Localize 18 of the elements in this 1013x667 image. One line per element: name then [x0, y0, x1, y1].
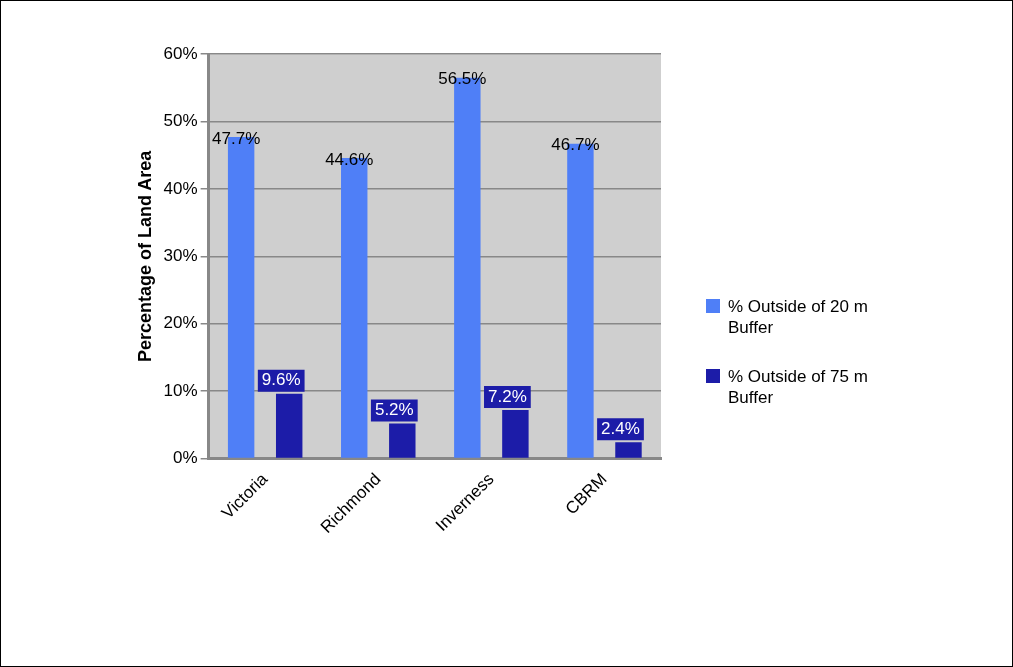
y-tick-label: 30%	[163, 246, 198, 266]
data-label: 46.7%	[551, 135, 600, 155]
data-label: 47.7%	[212, 128, 261, 148]
legend-label: % Outside of 20 m Buffer	[728, 296, 869, 338]
legend-label: % Outside of 75 m Buffer	[728, 366, 869, 408]
data-label: 2.4%	[601, 418, 640, 438]
data-label: 9.6%	[261, 370, 301, 390]
y-tick-label: 10%	[163, 380, 198, 400]
data-label: 56.5%	[438, 69, 487, 89]
y-tick-label: 50%	[163, 111, 198, 131]
y-tick-label: 20%	[163, 313, 198, 333]
y-axis-title: Percentage of Land Area	[134, 149, 155, 363]
data-label: 5.2%	[374, 400, 414, 420]
data-label: 44.6%	[325, 149, 374, 169]
y-tick-label: 0%	[173, 448, 198, 468]
data-label: 7.2%	[488, 386, 527, 406]
y-tick-label: 40%	[163, 178, 198, 198]
y-tick-label: 60%	[163, 43, 198, 63]
